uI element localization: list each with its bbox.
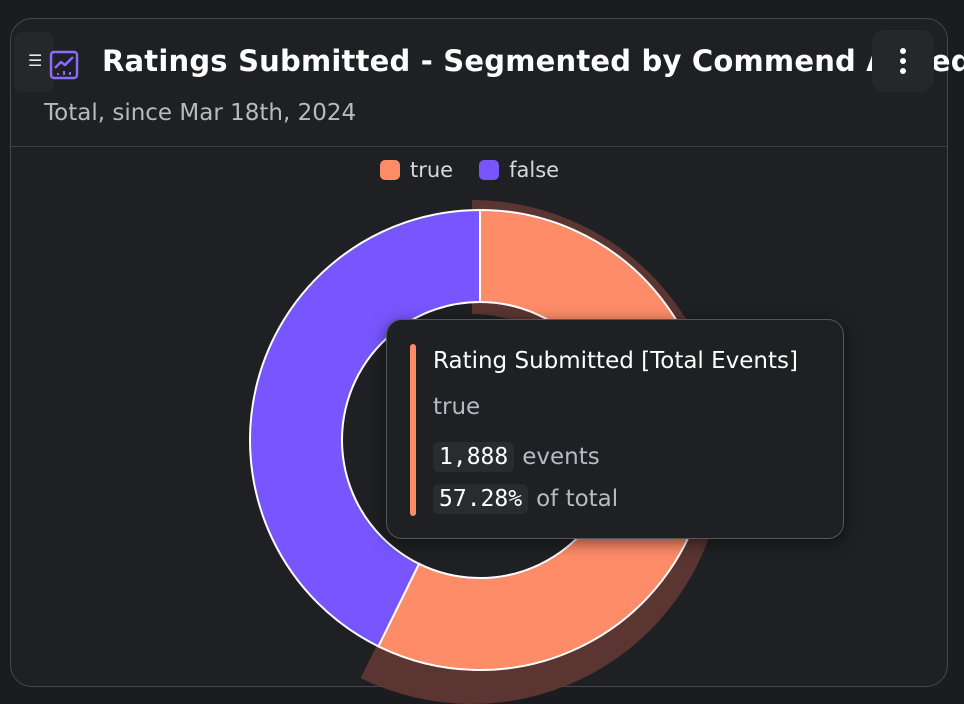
legend-label-true: true: [410, 158, 454, 182]
line-chart-icon: [49, 50, 79, 80]
drag-handle[interactable]: [14, 32, 54, 92]
card-subtitle: Total, since Mar 18th, 2024: [44, 100, 357, 126]
legend-item-true[interactable]: true: [380, 158, 453, 182]
header-divider: [11, 146, 947, 147]
chart-legend: true false: [380, 158, 559, 182]
legend-label-false: false: [509, 158, 560, 182]
tooltip-title: Rating Submitted [Total Events]: [433, 348, 798, 374]
chart-tooltip: Rating Submitted [Total Events] true 1,8…: [386, 319, 844, 539]
drag-handle-icon[interactable]: ☰: [28, 51, 43, 70]
tooltip-color-bar: [410, 344, 416, 516]
tooltip-events-value: 1,888: [433, 442, 515, 472]
tooltip-events-label: events: [522, 444, 600, 470]
tooltip-events-row: 1,888 events: [433, 442, 600, 472]
tooltip-segment: true: [433, 394, 481, 420]
more-vertical-icon: [900, 48, 906, 54]
legend-swatch-true: [380, 160, 400, 180]
card-title[interactable]: Ratings Submitted - Segmented by Commend…: [102, 44, 964, 78]
slice-false[interactable]: [249, 208, 481, 648]
tooltip-percent-label: of total: [536, 486, 619, 512]
tooltip-percent-row: 57.28% of total: [433, 484, 618, 514]
legend-item-false[interactable]: false: [479, 158, 559, 182]
legend-swatch-false: [479, 160, 500, 180]
tooltip-percent-value: 57.28%: [433, 484, 529, 514]
more-options-button[interactable]: [872, 30, 934, 92]
